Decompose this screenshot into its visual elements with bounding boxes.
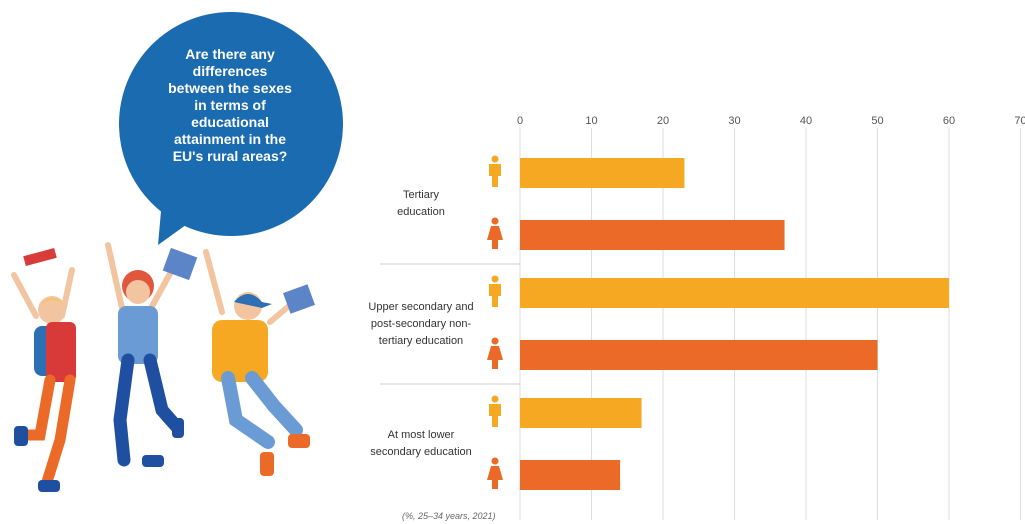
category-label-line: tertiary education xyxy=(378,334,464,347)
blue-book-icon xyxy=(162,247,198,281)
bubble-line: differences xyxy=(192,63,268,79)
chart-note: (%, 25–34 years, 2021) xyxy=(402,511,496,521)
bar-female xyxy=(520,340,878,370)
bubble-line: EU's rural areas? xyxy=(172,148,288,164)
x-tick-label: 20 xyxy=(657,115,669,127)
category-label-line: Upper secondary and xyxy=(368,300,474,313)
bar-male xyxy=(520,158,685,188)
x-tick-label: 0 xyxy=(517,115,523,127)
category-label: Tertiary education xyxy=(348,187,494,221)
category-label-line: post-secondary non- xyxy=(370,317,472,330)
bar-female xyxy=(520,460,621,490)
blue-book-icon xyxy=(283,284,315,314)
bubble-question: Are there any differences between the se… xyxy=(150,46,310,165)
bubble-line: between the sexes xyxy=(168,80,292,96)
bubble-line: in terms of xyxy=(194,97,266,113)
bubble-line: attainment in the xyxy=(173,131,286,147)
bubble-line: Are there any xyxy=(185,46,275,62)
bubble-line: educational xyxy=(191,114,269,130)
student-right xyxy=(203,249,315,476)
x-tick-label: 30 xyxy=(728,115,740,127)
category-label-line: education xyxy=(397,206,445,218)
x-tick-label: 60 xyxy=(943,115,955,127)
bar-female xyxy=(520,220,785,250)
bar-male xyxy=(520,278,949,308)
speech-bubble-circle xyxy=(119,12,343,236)
speech-bubble-tail xyxy=(158,200,190,245)
bar-male xyxy=(520,398,642,428)
category-label-line: secondary education xyxy=(370,446,472,458)
red-book-icon xyxy=(23,248,57,266)
male-person-icon xyxy=(489,155,501,187)
x-tick-label: 40 xyxy=(800,115,812,127)
category-label-line: At most lower xyxy=(387,429,455,441)
x-tick-label: 50 xyxy=(871,115,883,127)
category-label: At most lower secondary education xyxy=(348,427,494,461)
student-middle xyxy=(105,242,198,467)
female-person-icon xyxy=(487,457,503,489)
female-person-icon xyxy=(487,217,503,249)
category-label-line: Tertiary xyxy=(402,189,440,201)
female-person-icon xyxy=(487,337,503,369)
speech-bubble-shape xyxy=(119,12,343,245)
speech-bubble: Are there any differences between the se… xyxy=(0,0,360,260)
x-tick-label: 70 xyxy=(1014,115,1025,127)
male-person-icon xyxy=(489,275,501,307)
category-label: Upper secondary and post-secondary non-te… xyxy=(348,299,494,350)
male-person-icon xyxy=(489,395,501,427)
education-chart: 0 10 20 30 40 50 60 70 xyxy=(380,115,1025,520)
student-left xyxy=(11,248,76,492)
x-tick-label: 10 xyxy=(585,115,597,127)
jumping-students-illustration xyxy=(11,242,315,492)
